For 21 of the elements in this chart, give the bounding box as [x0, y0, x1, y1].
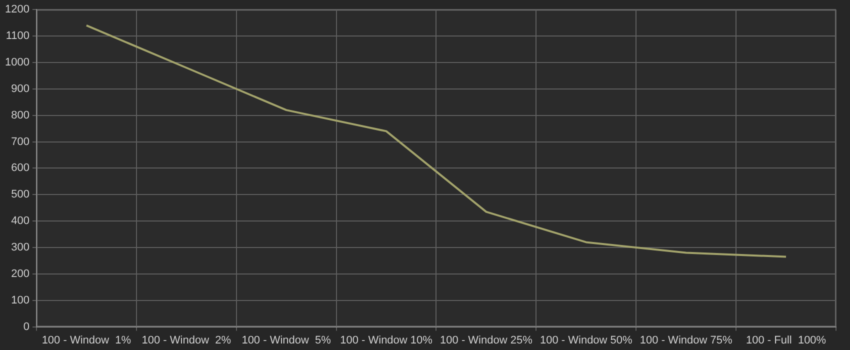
x-tick-label: 100 - Full 100% — [746, 334, 826, 346]
y-tick-label: 0 — [23, 320, 30, 333]
y-tick-label: 300 — [11, 242, 30, 254]
x-tick-label: 100 - Window 25% — [440, 334, 533, 346]
y-tick-label: 800 — [11, 109, 30, 122]
y-tick-label: 200 — [11, 268, 30, 280]
x-tick-label: 100 - Window 50% — [540, 334, 633, 346]
y-tick-label: 400 — [11, 215, 30, 228]
y-tick-label: 1200 — [4, 4, 30, 16]
x-tick-label: 100 - Window 75% — [640, 334, 732, 346]
y-tick-label: 600 — [11, 162, 30, 174]
y-tick-label: 1100 — [6, 30, 30, 42]
x-tick-label: 100 - Window 5% — [242, 334, 332, 346]
y-tick-label: 900 — [11, 82, 30, 95]
y-tick-label: 700 — [11, 136, 30, 148]
x-tick-label: 100 - Window 1% — [42, 334, 132, 346]
x-tick-label: 100 - Window 10% — [340, 334, 433, 346]
y-tick-label: 500 — [11, 188, 30, 201]
y-tick-label: 100 — [11, 294, 30, 306]
y-tick-label: 1000 — [4, 56, 30, 68]
x-tick-label: 100 - Window 2% — [142, 334, 232, 346]
